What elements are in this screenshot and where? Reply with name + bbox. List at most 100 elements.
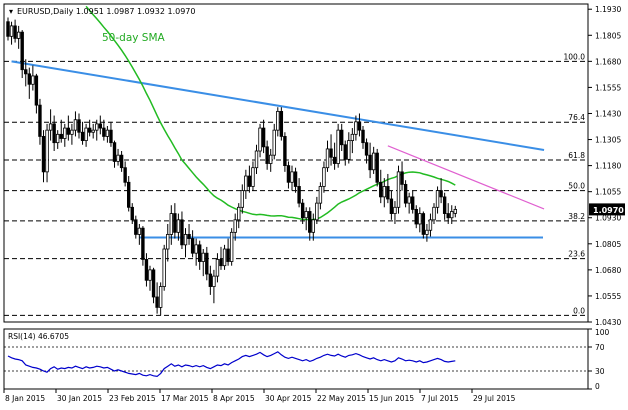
candle-body	[350, 133, 355, 141]
candle-body	[354, 121, 358, 135]
candle-body	[212, 275, 216, 287]
candle-body	[123, 167, 127, 183]
candle-body	[102, 127, 106, 137]
candle-body	[407, 196, 411, 204]
candle-body	[38, 104, 42, 137]
candle-body	[300, 202, 305, 219]
price-tick-label: 1.1805	[595, 31, 621, 40]
candle-body	[432, 206, 436, 221]
price-tick-label: 1.1555	[595, 83, 621, 92]
candle-body	[48, 123, 53, 131]
price-panel-frame	[3, 3, 589, 323]
candle-body	[148, 269, 152, 281]
candle-body	[439, 190, 443, 198]
candle-body	[144, 259, 149, 281]
x-tick-label: 29 Jul 2015	[473, 394, 516, 403]
candle-body	[386, 186, 390, 200]
candle-body	[450, 211, 454, 219]
fib-level-label: 50.0	[568, 182, 585, 191]
price-tick-label: 1.0805	[595, 240, 621, 249]
candle-body	[98, 123, 102, 129]
candle-body	[304, 211, 308, 219]
candle-body	[16, 31, 21, 39]
candle-body	[173, 213, 177, 233]
candle-body	[151, 269, 156, 298]
candle-body	[336, 129, 340, 164]
price-tick-label: 1.1930	[595, 5, 621, 14]
candle-body	[24, 69, 28, 75]
candle-body	[371, 152, 376, 171]
price-tick-label: 1.1055	[595, 188, 621, 197]
x-tick-label: 22 May 2015	[317, 394, 366, 403]
candle-body	[105, 129, 110, 137]
price-tick-label: 1.0680	[595, 266, 621, 275]
candle-body	[297, 186, 301, 204]
candle-body	[414, 208, 418, 225]
candle-body	[162, 248, 166, 287]
candle-body	[315, 202, 319, 221]
candle-body	[247, 175, 252, 187]
candle-body	[183, 234, 188, 246]
candle-body	[400, 171, 404, 185]
candle-body	[229, 231, 234, 262]
rsi-label: RSI(14) 46.6705	[8, 332, 69, 341]
candle-body	[6, 21, 10, 37]
x-tick-label: 17 Mar 2015	[161, 394, 209, 403]
candle-body	[425, 229, 429, 235]
chart-symbol-label: EURUSD,Daily 1.0951 1.0987 1.0932 1.0970	[17, 7, 196, 16]
candle-body	[421, 213, 426, 235]
candle-body	[311, 219, 315, 233]
candle-body	[418, 213, 422, 225]
candle-body	[63, 127, 67, 139]
candle-body	[208, 273, 213, 287]
sma-50-line	[85, 5, 456, 221]
fib-level-label: 0.0	[573, 306, 585, 315]
candle-body	[279, 110, 284, 137]
x-tick-label: 30 Apr 2015	[265, 394, 312, 403]
candle-body	[318, 186, 323, 204]
candle-body	[364, 142, 369, 156]
candle-body	[393, 206, 397, 214]
candle-body	[127, 181, 131, 208]
candle-body	[13, 25, 17, 39]
candle-body	[293, 171, 298, 187]
candle-body	[357, 121, 362, 131]
rsi-tick-label: 0	[595, 382, 600, 391]
blue-resistance-trendline	[11, 60, 545, 151]
x-tick-label: 23 Feb 2015	[109, 394, 156, 403]
candle-body	[20, 31, 24, 71]
candle-body	[59, 133, 63, 139]
candle-body	[87, 127, 92, 133]
candle-body	[205, 252, 209, 275]
candle-body	[41, 136, 46, 173]
candle-body	[134, 219, 138, 235]
candle-body	[251, 167, 255, 187]
magenta-resistance-trendline	[387, 145, 545, 210]
candle-body	[276, 110, 280, 131]
candle-body	[343, 144, 347, 160]
candle-body	[130, 206, 134, 221]
candle-body	[66, 127, 71, 135]
candle-body	[290, 171, 294, 183]
candle-body	[389, 198, 394, 214]
candle-body	[84, 127, 88, 141]
candle-body	[268, 154, 273, 164]
candle-body	[261, 127, 266, 148]
candle-body	[410, 196, 415, 210]
candle-body	[91, 129, 95, 133]
candle-body	[137, 227, 142, 235]
candle-body	[95, 123, 99, 131]
candle-body	[329, 148, 333, 158]
candle-body	[27, 73, 31, 85]
rsi-tick-label: 30	[595, 367, 605, 376]
fib-level-label: 38.2	[568, 212, 585, 221]
candle-body	[446, 213, 450, 219]
candle-body	[237, 206, 241, 221]
candle-body	[166, 234, 170, 250]
price-tick-label: 1.0430	[595, 318, 621, 327]
price-tick-label: 1.1305	[595, 136, 621, 145]
candle-body	[322, 167, 326, 187]
candle-body	[176, 219, 181, 233]
candle-body	[368, 154, 372, 171]
price-tick-label: 1.1680	[595, 57, 621, 66]
